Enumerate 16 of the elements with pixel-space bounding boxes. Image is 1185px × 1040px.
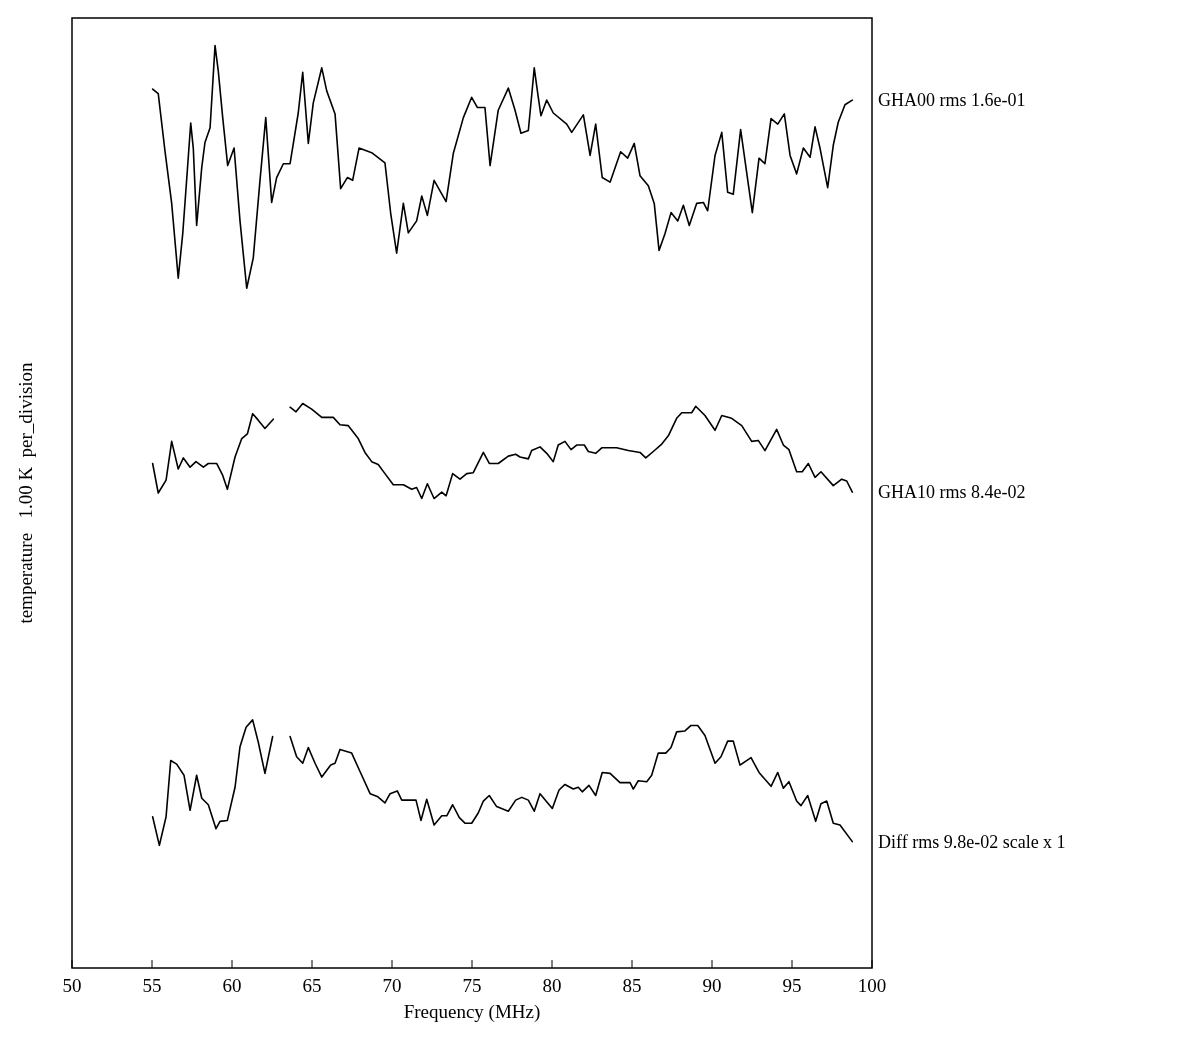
y-axis-title: temperature 1.00 K per_division: [15, 361, 36, 624]
x-tick-label: 85: [622, 975, 642, 996]
series-label: Diff rms 9.8e-02 scale x 1: [878, 831, 1066, 852]
series-label: GHA10 rms 8.4e-02: [878, 482, 1026, 503]
x-tick-label: 80: [542, 975, 562, 996]
x-tick-label: 70: [382, 975, 402, 996]
x-tick-label: 65: [302, 975, 322, 996]
x-axis-title: Frequency (MHz): [403, 1001, 541, 1023]
x-tick-label: 75: [462, 975, 482, 996]
x-tick-label: 60: [222, 975, 242, 996]
x-tick-label: 55: [142, 975, 162, 996]
x-tick-label: 100: [857, 975, 887, 996]
x-tick-label: 50: [62, 975, 82, 996]
x-tick-label: 95: [782, 975, 802, 996]
x-tick-label: 90: [702, 975, 722, 996]
series-label: GHA00 rms 1.6e-01: [878, 90, 1026, 111]
